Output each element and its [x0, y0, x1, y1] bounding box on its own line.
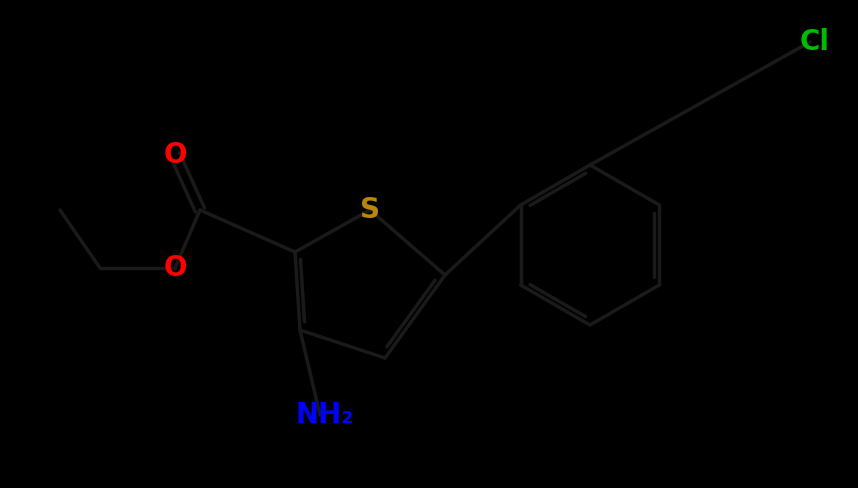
Text: O: O [163, 141, 187, 169]
Text: Cl: Cl [800, 28, 830, 56]
Text: NH₂: NH₂ [296, 401, 354, 429]
Text: O: O [163, 254, 187, 282]
Text: S: S [360, 196, 380, 224]
